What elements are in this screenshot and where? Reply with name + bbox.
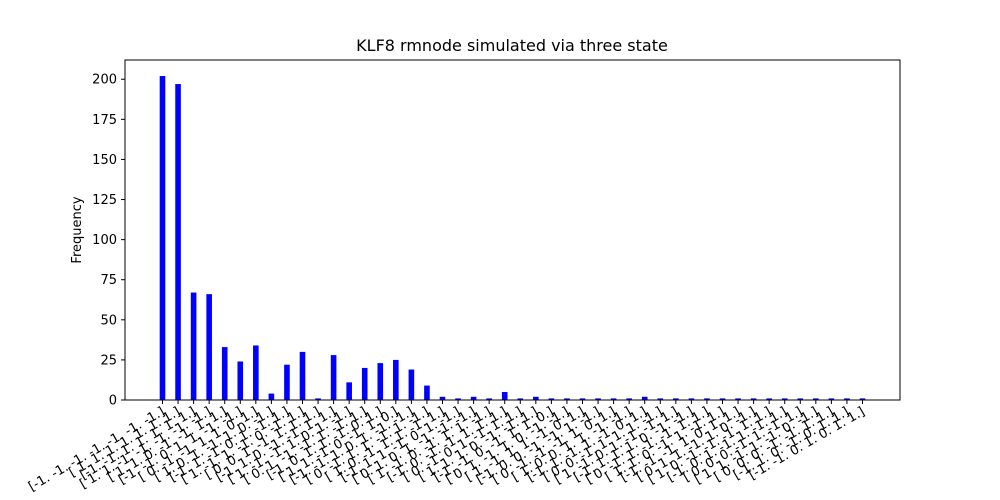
bar [719,398,726,400]
bar [641,396,648,400]
y-axis: 0 25 50 75 100 125 150 175 200 [92,73,125,409]
bar [175,84,181,400]
bar [253,345,259,400]
bar [190,292,197,400]
bar [330,355,337,400]
bar [159,76,166,401]
bar [439,396,446,400]
bar [268,393,275,400]
bar [315,398,321,400]
bar [579,398,586,400]
bar [735,398,741,400]
bar [750,398,757,400]
bar [813,398,819,400]
y-tick-label: 200 [92,73,117,88]
bar [657,398,664,400]
y-tick-label: 150 [92,153,117,168]
y-tick-label: 0 [109,394,117,409]
bar [393,359,399,400]
x-axis: [-1. -1. -1. -1. -1. -1. -1.][ 1. 1. 1. … [26,400,868,495]
y-tick-label: 100 [92,233,117,248]
y-tick-label: 50 [100,313,117,328]
bar [361,367,368,400]
bar [533,396,539,400]
y-tick-label: 125 [92,193,117,208]
chart-title: KLF8 rmnode simulated via three state [356,36,668,55]
bar [626,398,632,400]
bar [408,369,415,400]
bar [564,398,570,400]
bar [704,398,710,400]
bar [501,391,508,400]
bar [844,398,850,400]
bar [797,398,804,400]
bar [424,385,430,400]
bars-group [159,76,866,401]
bar [237,361,244,400]
bar [206,294,212,400]
bar [781,398,788,400]
bar [517,398,524,400]
bar [673,398,679,400]
bar [828,398,835,400]
y-axis-label: Frequency [70,196,85,263]
bar [486,398,492,400]
y-tick-label: 25 [100,353,117,368]
bar [346,382,352,400]
bar [859,398,866,400]
bar [610,398,617,400]
bar [299,351,306,400]
bar [377,363,384,400]
bar [688,398,695,400]
bar [548,398,555,400]
bar [221,347,228,400]
bar [284,364,290,400]
bar [766,398,772,400]
bar [470,396,477,400]
bar [595,398,601,400]
plot-frame [124,59,901,401]
bar [455,398,461,400]
y-tick-label: 75 [100,273,117,288]
y-tick-label: 175 [92,113,117,128]
